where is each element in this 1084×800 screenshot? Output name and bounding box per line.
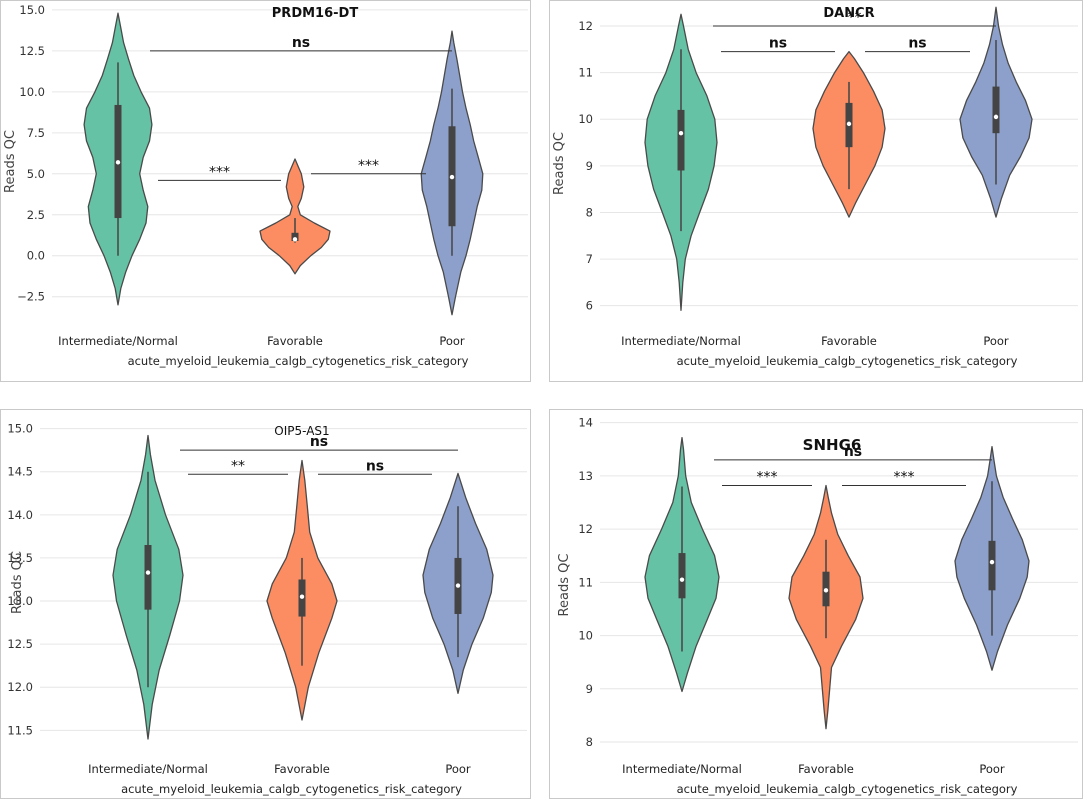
violin-median-dot <box>823 588 829 593</box>
y-tick-label: 11 <box>578 66 593 80</box>
x-category-label: Poor <box>983 334 1009 348</box>
y-tick-label: 2.5 <box>27 208 45 222</box>
x-category-label: Favorable <box>821 334 877 348</box>
significance-label: ns <box>908 36 926 52</box>
y-tick-label: 8 <box>586 205 593 219</box>
panel-frame-dancr <box>549 0 1083 382</box>
x-category-label: Poor <box>979 762 1005 776</box>
significance-label: *** <box>894 469 915 485</box>
x-category-label: Intermediate/Normal <box>88 762 208 776</box>
x-axis-label: acute_myeloid_leukemia_calgb_cytogenetic… <box>121 782 462 796</box>
y-tick-label: 11.5 <box>7 723 33 737</box>
y-tick-label: 12 <box>578 522 593 536</box>
significance-label: *** <box>358 158 379 174</box>
violin-median-dot <box>993 114 999 120</box>
violin-iqr-box <box>144 545 152 610</box>
violin-median-dot <box>846 121 852 127</box>
y-axis-label: Reads QC <box>557 554 572 617</box>
violin-median-dot <box>989 559 995 565</box>
significance-label: ns <box>310 434 328 450</box>
violin-iqr-box <box>678 553 686 599</box>
chart-panel-dancr: 6 7 8 9 10 11 12 ** ns ns Intermediate/Normal Favor… <box>552 6 1078 368</box>
violin-median-dot <box>449 174 455 180</box>
y-tick-label: 10 <box>578 112 593 126</box>
y-axis-label: Reads QC <box>3 130 18 193</box>
y-tick-label: 7 <box>586 252 593 266</box>
y-tick-label: 10.0 <box>19 85 45 99</box>
violin-median-dot <box>679 577 685 582</box>
y-axis-label: Reads QC <box>10 551 25 614</box>
y-tick-label: 12.0 <box>7 680 33 694</box>
significance-label: *** <box>757 469 778 485</box>
y-axis-label: Reads QC <box>552 132 567 195</box>
chart-title: SNHG6 <box>803 436 862 454</box>
y-tick-label: 5.0 <box>27 167 45 181</box>
y-tick-label: 12.5 <box>7 637 33 651</box>
violin-median-dot <box>115 160 121 165</box>
y-tick-label: 0.0 <box>27 249 45 263</box>
violin-iqr-box <box>291 232 299 241</box>
y-tick-label: 9 <box>586 159 593 173</box>
chart-panel-snhg6: 8 9 10 11 12 13 14 ns *** *** Intermediate/Normal F… <box>557 416 1078 796</box>
violin-median-dot <box>455 583 461 588</box>
y-tick-label: 9 <box>586 682 593 696</box>
y-tick-label: 15.0 <box>7 422 33 436</box>
y-tick-label: 8 <box>586 735 593 749</box>
x-category-label: Intermediate/Normal <box>58 334 178 348</box>
violin-median-dot <box>145 570 151 575</box>
x-category-label: Poor <box>439 334 465 348</box>
y-tick-label: 7.5 <box>27 126 45 140</box>
y-tick-label: 13.5 <box>7 551 33 565</box>
panel-frame-snhg6 <box>549 409 1083 799</box>
x-category-label: Intermediate/Normal <box>622 762 742 776</box>
chart-title: OIP5-AS1 <box>274 424 329 438</box>
y-tick-label: 15.0 <box>19 3 45 17</box>
y-tick-label: 6 <box>586 299 593 313</box>
violin-prdm16-dt-1 <box>259 158 331 275</box>
x-category-label: Poor <box>445 762 471 776</box>
y-tick-label: 12 <box>578 19 593 33</box>
x-category-label: Favorable <box>798 762 854 776</box>
y-tick-label: 14.0 <box>7 508 33 522</box>
significance-label: ** <box>231 458 245 474</box>
violin-iqr-box <box>677 109 685 171</box>
x-category-label: Favorable <box>274 762 330 776</box>
panel-frame-prdm16-dt <box>0 0 531 382</box>
significance-label: ns <box>844 444 862 460</box>
x-axis-label: acute_myeloid_leukemia_calgb_cytogenetic… <box>677 354 1018 368</box>
y-tick-label: 14 <box>578 416 593 430</box>
x-axis-label: acute_myeloid_leukemia_calgb_cytogenetic… <box>128 354 469 368</box>
violin-iqr-box <box>992 86 1000 134</box>
significance-label: ns <box>366 458 384 474</box>
y-tick-label: 10 <box>578 629 593 643</box>
violin-median-dot <box>299 594 305 599</box>
significance-label: ns <box>292 35 310 51</box>
violin-iqr-box <box>988 540 996 591</box>
y-tick-label: 13 <box>578 469 593 483</box>
x-axis-label: acute_myeloid_leukemia_calgb_cytogenetic… <box>677 782 1018 796</box>
y-tick-label: −2.5 <box>17 290 45 304</box>
significance-label: ns <box>769 36 787 52</box>
significance-label: ** <box>848 10 862 26</box>
y-tick-label: 14.5 <box>7 465 33 479</box>
panel-frame-oip5-as1 <box>0 409 531 799</box>
chart-title: DANCR <box>823 6 874 21</box>
violin-median-dot <box>292 237 298 242</box>
chart-title: PRDM16-DT <box>272 6 359 21</box>
chart-panel-prdm16-dt: −2.5 0.0 2.5 5.0 7.5 10.0 12.5 15.0 ns *** *** Inte… <box>3 3 528 368</box>
significance-label: *** <box>209 164 230 180</box>
y-tick-label: 13.0 <box>7 594 33 608</box>
y-tick-label: 12.5 <box>19 44 45 58</box>
violin-median-dot <box>678 130 684 136</box>
chart-panel-oip5-as1: 11.5 12.0 12.5 13.0 13.5 14.0 14.5 15.0 ns ** ns In… <box>7 422 527 796</box>
y-tick-label: 11 <box>578 575 593 589</box>
x-category-label: Favorable <box>267 334 323 348</box>
x-category-label: Intermediate/Normal <box>621 334 741 348</box>
